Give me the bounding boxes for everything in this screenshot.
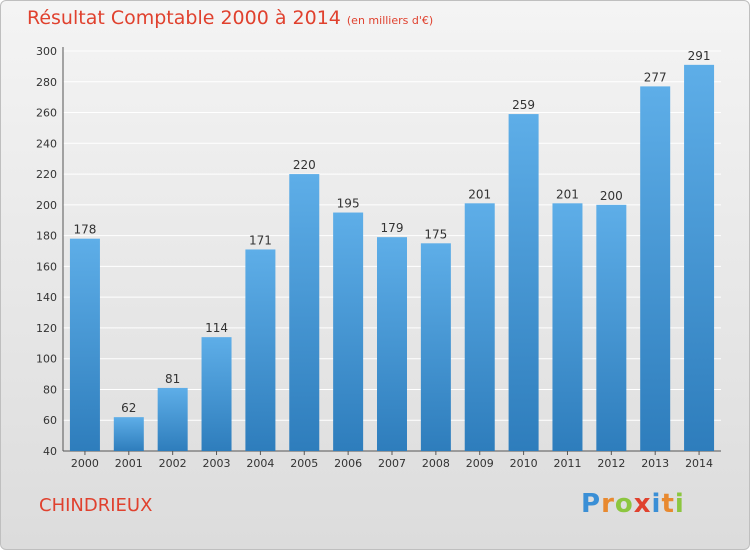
bar — [508, 114, 539, 452]
bar — [552, 203, 583, 451]
bar — [684, 64, 715, 451]
location-name: CHINDRIEUX — [39, 495, 153, 516]
x-tick-label: 2012 — [597, 457, 625, 470]
bar-value-label: 195 — [337, 197, 360, 211]
logo-letter: r — [601, 489, 615, 519]
bar-value-label: 114 — [205, 321, 228, 335]
chart-subtitle: (en milliers d'€) — [346, 14, 434, 27]
bar-value-label: 277 — [644, 70, 667, 84]
y-tick-label: 240 — [36, 137, 57, 150]
x-tick-label: 2013 — [641, 457, 669, 470]
y-tick-label: 260 — [36, 107, 57, 120]
y-tick-label: 120 — [36, 322, 57, 335]
bar-value-label: 81 — [165, 372, 180, 386]
bar — [377, 237, 407, 451]
y-tick-label: 220 — [36, 168, 57, 181]
bar — [464, 203, 495, 451]
x-tick-label: 2004 — [246, 457, 274, 470]
bar — [289, 174, 320, 452]
y-tick-label: 80 — [43, 383, 57, 396]
x-tick-label: 2014 — [685, 457, 713, 470]
bar-value-label: 171 — [249, 233, 272, 247]
x-tick-label: 2006 — [334, 457, 362, 470]
y-tick-label: 180 — [36, 230, 57, 243]
y-tick-label: 200 — [36, 199, 57, 212]
bar-value-label: 201 — [556, 187, 579, 201]
y-tick-label: 280 — [36, 76, 57, 89]
bars — [69, 64, 715, 452]
x-tick-label: 2010 — [510, 457, 538, 470]
x-tick-label: 2008 — [422, 457, 450, 470]
logo-letter: i — [674, 489, 685, 519]
bar-value-label: 259 — [512, 98, 535, 112]
y-tick-label: 300 — [36, 45, 57, 58]
x-tick-label: 2001 — [115, 457, 143, 470]
x-tick-label: 2003 — [203, 457, 231, 470]
x-tick-label: 2009 — [466, 457, 494, 470]
logo-letter: x — [633, 489, 652, 519]
bar-value-label: 200 — [600, 189, 623, 203]
y-tick-label: 60 — [43, 414, 57, 427]
bar — [333, 212, 364, 451]
x-tick-label: 2011 — [553, 457, 581, 470]
bar — [640, 86, 671, 451]
logo-letter: i — [651, 489, 662, 519]
bar — [113, 417, 144, 451]
y-tick-label: 40 — [43, 445, 57, 458]
bar — [201, 337, 232, 451]
y-tick-label: 100 — [36, 353, 57, 366]
bar-value-label: 175 — [424, 227, 447, 241]
labels: 40 60 80 100 120 140 160 180 200 220 240 260 280 300 1… — [36, 45, 713, 470]
proxiti-logo[interactable]: Proxiti — [581, 489, 685, 519]
logo-letter: P — [581, 489, 602, 519]
bar-value-label: 178 — [73, 223, 96, 237]
title-text: Résultat Comptable 2000 à 2014 — [27, 7, 341, 29]
bar — [157, 387, 188, 451]
x-tick-label: 2005 — [290, 457, 318, 470]
x-tick-label: 2002 — [159, 457, 187, 470]
bar-value-label: 179 — [381, 221, 404, 235]
logo-letter: o — [614, 489, 634, 519]
x-tick-label: 2000 — [71, 457, 99, 470]
x-tick-label: 2007 — [378, 457, 406, 470]
y-tick-label: 140 — [36, 291, 57, 304]
y-tick-label: 160 — [36, 260, 57, 273]
bar — [245, 249, 276, 451]
bar — [596, 204, 627, 451]
bar-value-label: 220 — [293, 158, 316, 172]
bar-value-label: 201 — [468, 187, 491, 201]
chart-title: Résultat Comptable 2000 à 2014 (en millie… — [27, 7, 433, 29]
bar — [420, 243, 451, 451]
bar-value-label: 62 — [121, 401, 136, 415]
logo-letter: t — [661, 489, 675, 519]
bar — [69, 238, 100, 451]
bar-value-label: 291 — [688, 49, 711, 63]
